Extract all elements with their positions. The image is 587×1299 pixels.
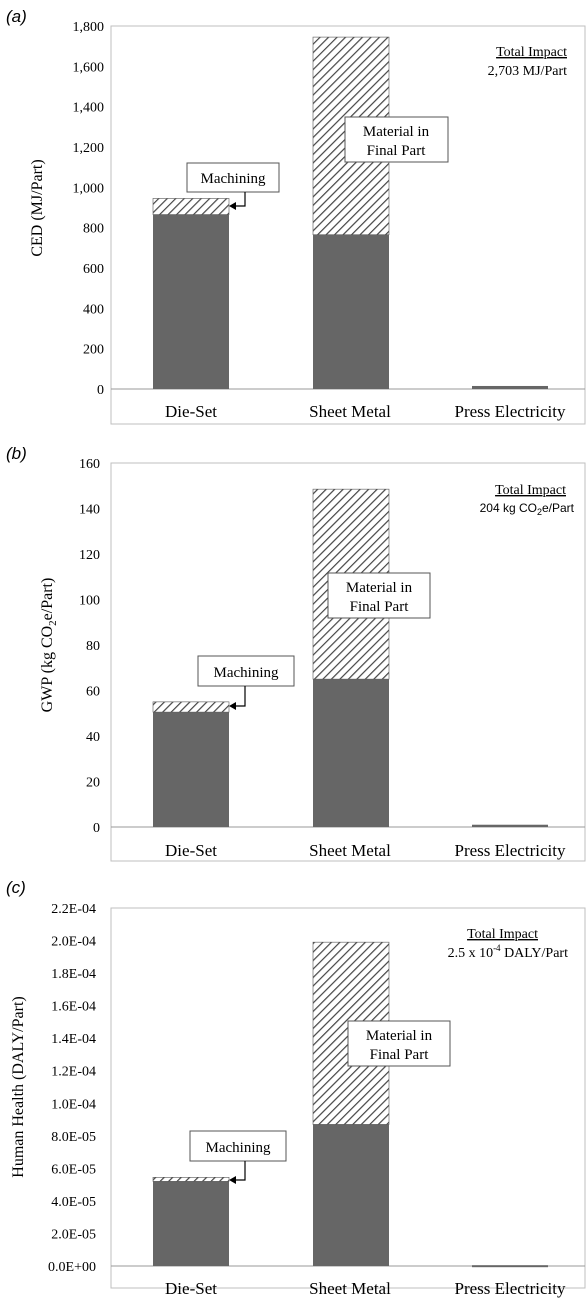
- y-tick-label: 60: [86, 685, 100, 700]
- panel-c-total-impact-value: 2.5 x 10-4 DALY/Part: [448, 943, 569, 961]
- panel-b-total-impact-title: Total Impact: [495, 483, 566, 498]
- bar-hatched-die-set: [152, 701, 230, 713]
- panel-c-bars: [152, 941, 548, 1268]
- y-tick-label: 80: [86, 639, 100, 654]
- panel-b-y-ticks: 0 20 40 60 80 100 120 140 160: [79, 457, 100, 836]
- panel-c-total-impact-superscript: -4: [493, 943, 501, 953]
- y-tick-label: 0.0E+00: [48, 1260, 96, 1275]
- bar-solid-press-electricity: [472, 824, 548, 827]
- panel-b-material-label-line2: Final Part: [350, 599, 410, 615]
- panel-a: (a) 0 200 400 600 800 1,000 1,200 1,400 1,600 1,8…: [6, 7, 586, 425]
- panel-c-category-label: Die-Set: [165, 1279, 217, 1298]
- panel-b-total-impact-subscript: 2: [537, 507, 542, 517]
- bar-solid-sheet-metal: [313, 679, 389, 827]
- bar-solid-press-electricity: [472, 385, 548, 389]
- bar-hatched-die-set: [152, 1177, 230, 1182]
- panel-a-category-label: Die-Set: [165, 402, 217, 421]
- y-tick-label: 1.6E-04: [51, 1000, 96, 1015]
- panel-b-material-callout: Material in Final Part: [327, 572, 431, 619]
- panel-c-frame: [110, 907, 586, 1289]
- y-tick-label: 140: [79, 503, 100, 518]
- bar-solid-press-electricity: [472, 1265, 548, 1268]
- panel-b-category-label: Sheet Metal: [309, 841, 391, 860]
- y-tick-label: 0: [93, 821, 100, 836]
- panel-a-frame: [110, 25, 586, 425]
- panel-c-material-label-line2: Final Part: [370, 1047, 430, 1063]
- y-tick-label: 200: [83, 343, 104, 358]
- y-tick-label: 1,200: [73, 141, 105, 156]
- bar-solid-sheet-metal: [313, 234, 389, 389]
- y-tick-label: 2.0E-04: [51, 935, 96, 950]
- y-tick-label: 400: [83, 302, 104, 317]
- y-tick-label: 1,800: [73, 20, 105, 35]
- panel-a-label: (a): [6, 7, 27, 26]
- bar-solid-die-set: [153, 712, 229, 827]
- panel-b-label: (b): [6, 444, 27, 463]
- y-tick-label: 2.2E-04: [51, 902, 96, 917]
- y-tick-label: 2.0E-05: [51, 1227, 96, 1242]
- y-tick-label: 160: [79, 457, 100, 472]
- panel-b-machining-callout: Machining: [197, 655, 295, 710]
- panel-c-machining-callout: Machining: [189, 1130, 287, 1184]
- bar-solid-die-set: [153, 214, 229, 389]
- y-tick-label: 800: [83, 222, 104, 237]
- y-tick-label: 1.2E-04: [51, 1065, 96, 1080]
- panel-a-machining-callout: Machining: [186, 162, 280, 210]
- panel-b-total-impact-value: 204 kg CO2e/Part: [480, 501, 575, 517]
- panel-c-category-label: Sheet Metal: [309, 1279, 391, 1298]
- panel-c: (c) 0.0E+00 2.0E-05 4.0E-05 6.0E-05 8.0E-05 1…: [6, 878, 586, 1298]
- y-tick-label: 1,600: [73, 60, 105, 75]
- panel-c-y-axis-label: Human Health (DALY/Part): [10, 996, 27, 1177]
- panel-b-frame: [110, 462, 586, 862]
- panel-a-material-label-line2: Final Part: [367, 143, 427, 159]
- panel-a-material-callout: Material in Final Part: [344, 116, 449, 163]
- panel-b-category-label: Press Electricity: [455, 841, 566, 860]
- y-tick-label: 120: [79, 548, 100, 563]
- y-tick-label: 0: [97, 383, 104, 398]
- panel-c-total-impact-title: Total Impact: [467, 927, 538, 942]
- y-tick-label: 1,400: [73, 101, 105, 116]
- y-tick-label: 100: [79, 594, 100, 609]
- y-tick-label: 20: [86, 776, 100, 791]
- panel-a-machining-label: Machining: [201, 171, 266, 187]
- panel-b-y-axis-label-subscript: 2: [47, 620, 59, 626]
- y-tick-label: 600: [83, 262, 104, 277]
- bar-hatched-die-set: [152, 198, 230, 215]
- y-tick-label: 6.0E-05: [51, 1162, 96, 1177]
- y-tick-label: 1.4E-04: [51, 1032, 96, 1047]
- panel-b-material-label-line1: Material in: [346, 580, 413, 596]
- panel-c-y-ticks: 0.0E+00 2.0E-05 4.0E-05 6.0E-05 8.0E-05 1.0E-…: [48, 902, 96, 1275]
- y-tick-label: 4.0E-05: [51, 1195, 96, 1210]
- bar-solid-die-set: [153, 1181, 229, 1266]
- panel-c-label: (c): [6, 878, 26, 897]
- panel-b: (b) 0 20 40 60 80 100 120 140 160 GWP (kg CO2e/P…: [6, 444, 586, 862]
- panel-a-y-axis-label: CED (MJ/Part): [29, 159, 46, 256]
- panel-a-category-label: Press Electricity: [455, 402, 566, 421]
- panel-a-bars: [152, 36, 548, 389]
- panel-a-y-ticks: 0 200 400 600 800 1,000 1,200 1,400 1,600 1,800: [73, 20, 105, 398]
- panel-a-total-impact-title: Total Impact: [496, 45, 567, 60]
- panel-c-machining-label: Machining: [206, 1140, 271, 1156]
- panel-b-category-label: Die-Set: [165, 841, 217, 860]
- y-tick-label: 1,000: [73, 181, 105, 196]
- panel-a-category-label: Sheet Metal: [309, 402, 391, 421]
- panel-c-material-label-line1: Material in: [366, 1028, 433, 1044]
- y-tick-label: 8.0E-05: [51, 1130, 96, 1145]
- panel-a-total-impact-value: 2,703 MJ/Part: [488, 64, 567, 79]
- y-tick-label: 40: [86, 730, 100, 745]
- panel-c-material-callout: Material in Final Part: [347, 1020, 451, 1067]
- panel-a-material-label-line1: Material in: [363, 124, 430, 140]
- panel-c-category-label: Press Electricity: [455, 1279, 566, 1298]
- y-tick-label: 1.8E-04: [51, 967, 96, 982]
- panel-b-machining-label: Machining: [214, 665, 279, 681]
- y-tick-label: 1.0E-04: [51, 1097, 96, 1112]
- panel-b-y-axis-label: GWP (kg CO2e/Part): [39, 578, 59, 713]
- bar-solid-sheet-metal: [313, 1124, 389, 1266]
